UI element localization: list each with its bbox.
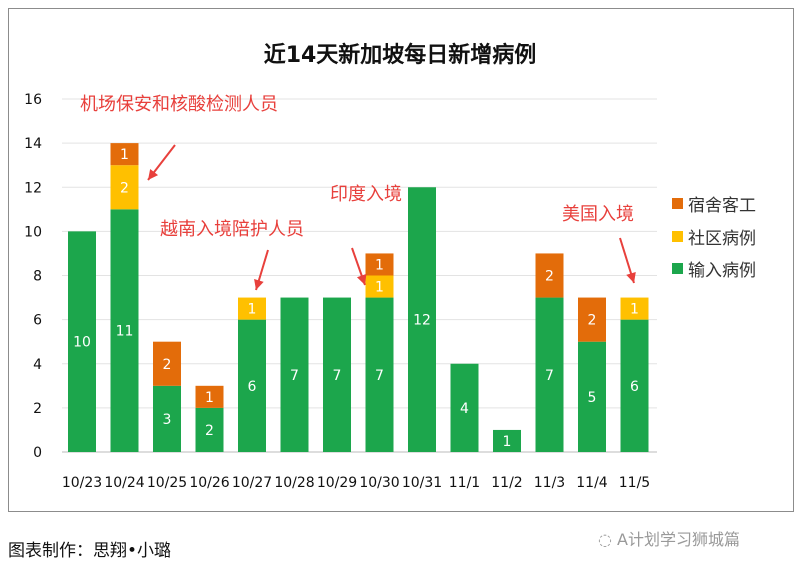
y-tick-label: 2 xyxy=(33,401,42,417)
bar-segment xyxy=(578,341,606,452)
y-tick-label: 12 xyxy=(24,180,42,196)
legend-swatch xyxy=(672,231,683,242)
arrowhead-icon xyxy=(254,278,264,290)
bar-segment xyxy=(365,275,394,298)
watermark: ◌ A计划学习狮城篇 xyxy=(598,526,740,550)
data-label: 4 xyxy=(460,401,469,417)
bar-segment xyxy=(238,297,266,320)
bar-segment xyxy=(110,209,139,452)
bar-segment xyxy=(153,385,181,452)
bar-segment xyxy=(280,297,309,452)
data-label: 2 xyxy=(588,313,597,329)
data-label: 1 xyxy=(630,302,639,318)
data-label: 6 xyxy=(630,379,639,395)
legend-label: 社区病例 xyxy=(688,229,756,249)
annotation-text: 机场保安和核酸检测人员 xyxy=(80,94,278,115)
bar-segment xyxy=(365,297,394,452)
watermark-text: A计划学习狮城篇 xyxy=(617,530,740,549)
bar-segment xyxy=(620,319,649,452)
data-label: 2 xyxy=(120,180,129,196)
data-label: 1 xyxy=(375,280,384,296)
bar-segment xyxy=(110,165,139,210)
data-label: 2 xyxy=(205,423,214,439)
legend-swatch xyxy=(672,263,683,274)
bar-segment xyxy=(195,385,224,408)
chart-title: 近14天新加坡每日新增病例 xyxy=(264,42,537,68)
data-label: 1 xyxy=(120,147,129,163)
y-tick-label: 10 xyxy=(24,224,42,240)
bar-segment xyxy=(153,341,181,386)
data-label: 1 xyxy=(503,434,512,450)
bar-segment xyxy=(620,297,649,320)
bar-segment xyxy=(365,253,394,276)
x-tick-label: 10/28 xyxy=(274,475,314,491)
x-tick-label: 11/5 xyxy=(619,475,650,491)
bar-segment xyxy=(68,231,96,452)
annotation-text: 越南入境陪护人员 xyxy=(160,219,304,240)
data-label: 1 xyxy=(205,390,214,406)
bar-segment xyxy=(578,297,606,342)
bar-segment xyxy=(408,187,436,452)
bar-segment xyxy=(450,363,479,452)
x-tick-label: 10/25 xyxy=(147,475,187,491)
arrowhead-icon xyxy=(356,273,367,285)
bar-segment xyxy=(323,297,351,452)
x-tick-label: 11/3 xyxy=(534,475,565,491)
x-tick-label: 10/29 xyxy=(317,475,357,491)
data-label: 7 xyxy=(333,368,342,384)
chart-frame xyxy=(8,8,794,512)
data-label: 1 xyxy=(248,302,257,318)
data-label: 7 xyxy=(375,368,384,384)
legend-label: 输入病例 xyxy=(688,261,756,281)
data-label: 3 xyxy=(163,412,172,428)
legend-swatch xyxy=(672,198,683,209)
x-tick-label: 11/4 xyxy=(576,475,608,491)
data-label: 10 xyxy=(73,335,91,351)
bar-segment xyxy=(535,297,564,452)
data-label: 12 xyxy=(413,313,431,329)
data-label: 1 xyxy=(375,257,384,273)
data-label: 7 xyxy=(290,368,299,384)
x-tick-label: 10/26 xyxy=(189,475,229,491)
x-tick-label: 10/31 xyxy=(402,475,442,491)
arrowhead-icon xyxy=(148,169,159,180)
bar-segment xyxy=(195,407,224,452)
x-tick-label: 10/30 xyxy=(359,475,399,491)
data-label: 11 xyxy=(116,324,134,340)
bar-segment xyxy=(110,143,139,166)
bar-segment xyxy=(535,253,564,298)
bar-segment xyxy=(493,429,521,452)
legend-label: 宿舍客工 xyxy=(688,196,756,216)
x-tick-label: 10/27 xyxy=(232,475,272,491)
annotation-text: 美国入境 xyxy=(562,204,634,225)
x-tick-label: 11/2 xyxy=(491,475,522,491)
wechat-icon: ◌ xyxy=(598,530,618,549)
y-tick-label: 6 xyxy=(33,313,42,329)
data-label: 2 xyxy=(163,357,172,373)
y-tick-label: 0 xyxy=(33,445,42,461)
y-tick-label: 4 xyxy=(33,357,42,373)
y-tick-label: 14 xyxy=(24,136,42,152)
bar-segment xyxy=(238,319,266,452)
y-tick-label: 8 xyxy=(33,269,42,285)
chart-credit: 图表制作：思翔•小璐 xyxy=(8,541,172,561)
data-label: 7 xyxy=(545,368,554,384)
x-tick-label: 10/23 xyxy=(62,475,102,491)
data-label: 6 xyxy=(248,379,257,395)
arrowhead-icon xyxy=(626,271,636,283)
data-label: 2 xyxy=(545,269,554,285)
y-tick-label: 16 xyxy=(24,92,42,108)
x-tick-label: 11/1 xyxy=(449,475,480,491)
x-tick-label: 10/24 xyxy=(104,475,144,491)
data-label: 5 xyxy=(588,390,597,406)
annotation-text: 印度入境 xyxy=(330,184,402,205)
